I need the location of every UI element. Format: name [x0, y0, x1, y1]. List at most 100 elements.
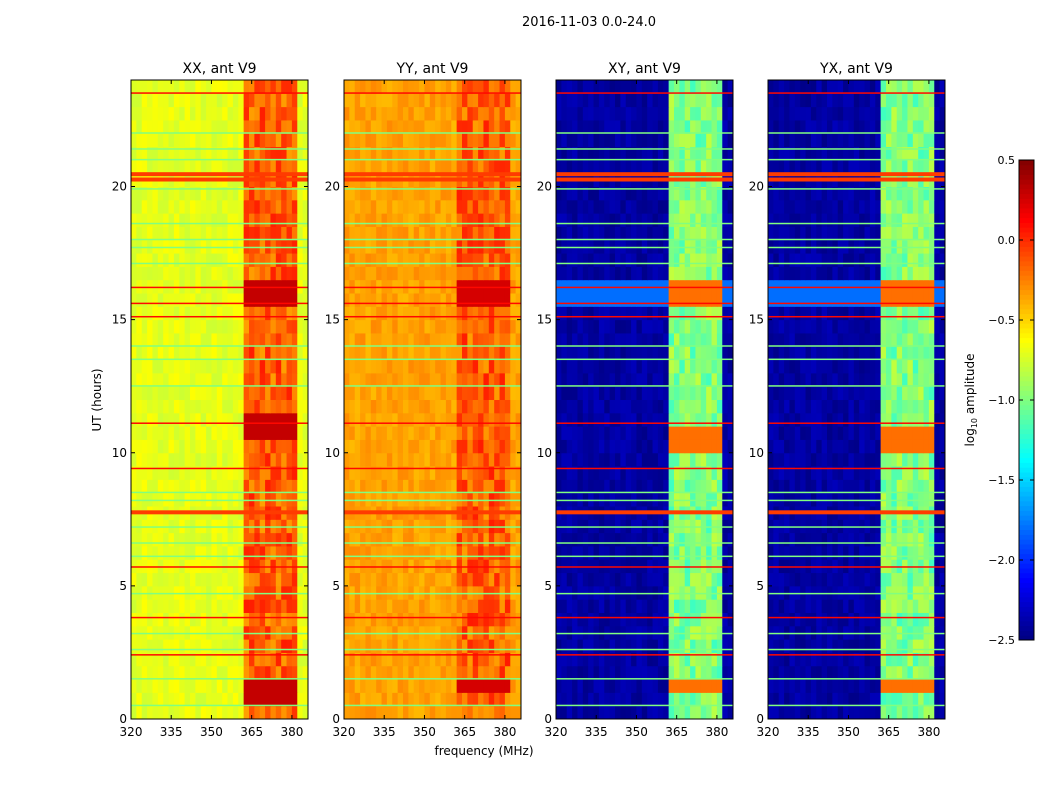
heatmap-cell — [674, 412, 680, 427]
heatmap-cell — [141, 346, 148, 361]
heatmap-cell — [270, 133, 277, 148]
heatmap-cell — [141, 372, 148, 387]
heatmap-cell — [349, 346, 356, 361]
heatmap-cell — [349, 519, 356, 534]
heatmap-cell — [604, 386, 611, 400]
heatmap-cell — [179, 585, 186, 600]
heatmap-cell — [173, 266, 180, 281]
heatmap-cell — [413, 93, 420, 108]
heatmap-cell — [456, 532, 463, 547]
heatmap-cell — [259, 692, 266, 707]
heatmap-cell — [249, 146, 255, 161]
heatmap-cell — [173, 559, 180, 574]
heatmap-cell — [152, 266, 159, 281]
heatmap-cell — [620, 306, 627, 321]
heatmap-cell — [157, 679, 164, 693]
heatmap-cell — [690, 319, 696, 334]
heatmap-cell — [588, 679, 595, 693]
heatmap-cell — [556, 452, 562, 467]
heatmap-cell — [216, 346, 223, 361]
heatmap-cell — [598, 399, 605, 414]
heatmap-cell — [365, 519, 372, 534]
heatmap-cell — [141, 479, 148, 494]
heatmap-cell — [625, 372, 632, 387]
flagged-row — [556, 286, 733, 289]
heatmap-cell — [386, 665, 393, 680]
heatmap-cell — [684, 439, 691, 454]
heatmap-cell — [456, 213, 463, 227]
heatmap-cell — [445, 346, 452, 361]
heatmap-cell — [631, 679, 637, 693]
heatmap-cell — [462, 479, 468, 494]
heatmap-cell — [227, 452, 234, 467]
heatmap-cell — [195, 705, 202, 720]
heatmap-cell — [652, 253, 659, 267]
heatmap-cell — [413, 519, 420, 534]
heatmap-cell — [424, 279, 431, 294]
heatmap-cell — [403, 319, 409, 334]
heatmap-cell — [478, 412, 484, 427]
heatmap-cell — [478, 466, 484, 480]
heatmap-cell — [200, 466, 207, 480]
heatmap-cell — [419, 519, 425, 534]
heatmap-cell — [515, 585, 522, 600]
heatmap-cell — [227, 226, 234, 241]
heatmap-cell — [254, 372, 261, 387]
heatmap-cell — [778, 705, 785, 720]
heatmap-cell — [354, 226, 361, 241]
heatmap-cell — [238, 253, 245, 267]
heatmap-cell — [609, 346, 616, 361]
heatmap-cell — [566, 119, 573, 134]
heatmap-cell — [365, 332, 372, 347]
heatmap-cell — [243, 266, 250, 281]
heatmap-cell — [711, 479, 718, 494]
heatmap-cell — [424, 213, 431, 227]
heatmap-cell — [556, 186, 562, 201]
heatmap-cell — [392, 665, 399, 680]
heatmap-cell — [494, 213, 501, 227]
heatmap-cell — [588, 652, 595, 667]
heatmap-cell — [582, 372, 589, 387]
heatmap-cell — [216, 412, 223, 427]
flagged-row — [556, 345, 733, 347]
heatmap-cell — [515, 279, 522, 294]
heatmap-cell — [695, 159, 702, 174]
heatmap-cell — [716, 426, 723, 440]
x-tick-label: 335 — [373, 725, 396, 739]
heatmap-cell — [168, 199, 175, 214]
heatmap-cell — [515, 239, 522, 254]
heatmap-cell — [598, 532, 605, 547]
heatmap-cell — [615, 519, 621, 534]
heatmap-cell — [588, 426, 595, 440]
heatmap-cell — [706, 80, 713, 94]
heatmap-cell — [259, 159, 266, 174]
heatmap-cell — [360, 199, 366, 214]
heatmap-cell — [381, 545, 388, 560]
heatmap-cell — [652, 346, 659, 361]
heatmap-cell — [397, 599, 404, 613]
heatmap-cell — [360, 226, 366, 241]
heatmap-cell — [561, 239, 568, 254]
heatmap-cell — [456, 119, 463, 134]
heatmap-cell — [494, 399, 501, 414]
heatmap-cell — [609, 306, 616, 321]
heatmap-cell — [625, 106, 632, 121]
heatmap-cell — [700, 332, 707, 347]
flagged-row — [556, 526, 733, 528]
heatmap-cell — [211, 652, 218, 667]
heatmap-cell — [243, 599, 250, 613]
heatmap-cell — [625, 679, 632, 693]
heatmap-cell — [286, 226, 293, 241]
heatmap-cell — [265, 80, 271, 94]
heatmap-cell — [593, 399, 600, 414]
heatmap-cell — [577, 545, 584, 560]
heatmap-cell — [403, 106, 409, 121]
heatmap-cell — [636, 625, 643, 640]
heatmap-cell — [222, 293, 229, 307]
heatmap-cell — [403, 279, 409, 294]
heatmap-cell — [243, 492, 250, 507]
heatmap-cell — [360, 426, 366, 440]
heatmap-cell — [222, 306, 229, 321]
heatmap-cell — [456, 599, 463, 613]
heatmap-cell — [727, 545, 734, 560]
